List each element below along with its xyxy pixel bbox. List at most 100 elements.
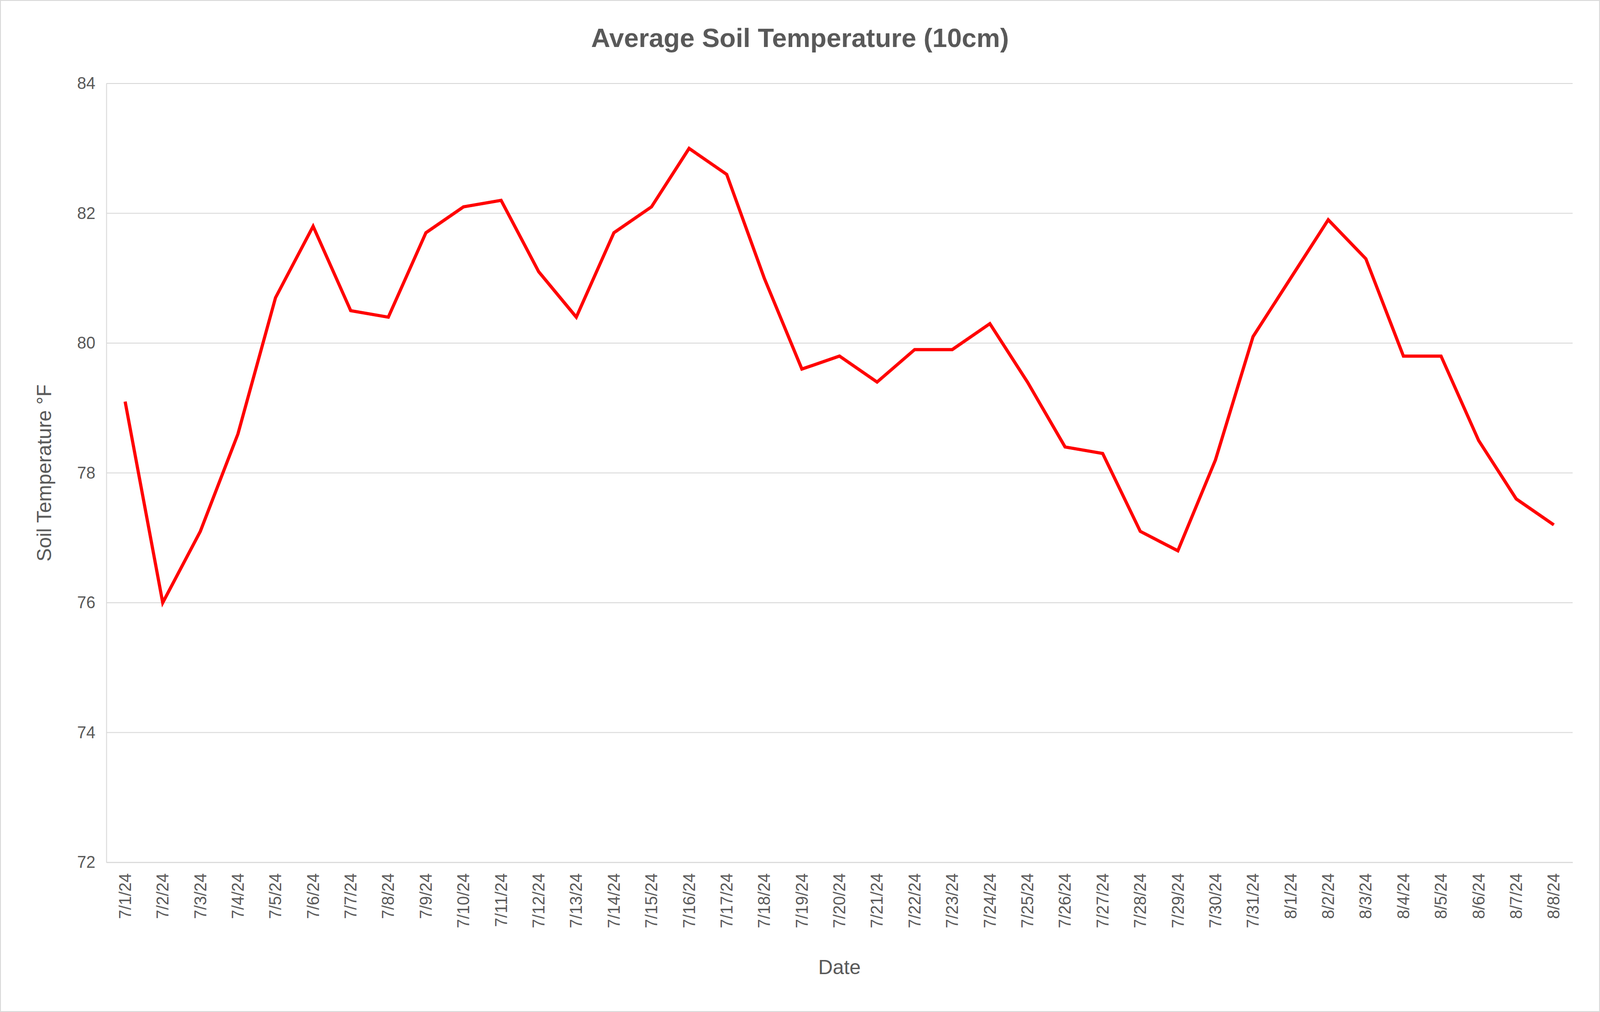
x-tick-label: 7/17/24 bbox=[717, 873, 737, 929]
x-tick-label: 8/8/24 bbox=[1544, 873, 1564, 920]
x-tick-label: 7/27/24 bbox=[1093, 873, 1113, 929]
x-tick: 7/9/24 bbox=[416, 862, 436, 920]
x-axis-line bbox=[106, 862, 1574, 864]
x-tick-label: 7/10/24 bbox=[454, 873, 473, 929]
x-tick-label: 7/12/24 bbox=[529, 873, 549, 929]
grid-line bbox=[106, 602, 1573, 604]
y-axis-title: Soil Temperature °F bbox=[32, 384, 56, 562]
x-tick: 7/27/24 bbox=[1093, 862, 1113, 929]
y-tick: 72 bbox=[77, 852, 107, 872]
x-tick: 7/10/24 bbox=[454, 862, 473, 929]
y-tick: 76 bbox=[77, 593, 107, 612]
x-tick-label: 8/1/24 bbox=[1281, 873, 1301, 920]
y-axis: 72 74 76 78 80 82 84 bbox=[77, 73, 107, 872]
grid-line bbox=[106, 83, 1573, 84]
x-tick: 7/26/24 bbox=[1055, 862, 1075, 929]
x-tick-label: 8/2/24 bbox=[1318, 873, 1338, 920]
y-tick: 82 bbox=[77, 203, 107, 223]
x-tick: 7/18/24 bbox=[754, 862, 774, 929]
x-tick-label: 7/28/24 bbox=[1130, 873, 1150, 929]
x-tick: 7/15/24 bbox=[642, 862, 661, 929]
x-tick: 7/2/24 bbox=[153, 862, 173, 920]
x-tick-label: 7/5/24 bbox=[266, 873, 285, 920]
x-tick-label: 7/3/24 bbox=[191, 873, 210, 920]
y-tick-label: 80 bbox=[77, 333, 96, 353]
x-tick-label: 7/30/24 bbox=[1206, 873, 1225, 929]
x-tick-label: 7/26/24 bbox=[1055, 873, 1075, 929]
x-tick: 7/22/24 bbox=[905, 862, 925, 929]
x-axis: 7/1/24 7/2/24 7/3/24 7/4/24 7/5/24 7/6/24 7/7/… bbox=[106, 862, 1574, 929]
x-tick: 8/2/24 bbox=[1318, 862, 1338, 920]
x-tick: 7/28/24 bbox=[1130, 862, 1150, 929]
x-tick: 7/31/24 bbox=[1243, 862, 1263, 929]
x-tick: 7/13/24 bbox=[566, 862, 586, 929]
x-tick-label: 7/1/24 bbox=[115, 873, 135, 920]
grid bbox=[106, 83, 1573, 863]
x-tick-label: 7/29/24 bbox=[1168, 873, 1188, 929]
x-tick: 8/6/24 bbox=[1469, 862, 1489, 920]
x-tick-label: 7/4/24 bbox=[228, 873, 248, 920]
x-tick-label: 7/23/24 bbox=[942, 873, 962, 929]
x-tick: 8/4/24 bbox=[1394, 862, 1413, 920]
x-tick-label: 7/13/24 bbox=[566, 873, 586, 929]
x-tick-label: 7/21/24 bbox=[867, 873, 887, 929]
x-tick-label: 7/8/24 bbox=[378, 873, 398, 920]
x-tick: 7/30/24 bbox=[1206, 862, 1225, 929]
x-tick-label: 7/15/24 bbox=[642, 873, 661, 929]
x-tick: 7/12/24 bbox=[529, 862, 549, 929]
y-tick: 78 bbox=[77, 463, 107, 483]
x-tick-label: 7/25/24 bbox=[1018, 873, 1037, 929]
x-tick-label: 7/20/24 bbox=[830, 873, 849, 929]
y-tick-label: 84 bbox=[77, 73, 96, 93]
x-tick-label: 7/7/24 bbox=[341, 873, 361, 920]
y-axis-line bbox=[106, 83, 108, 863]
x-tick: 7/16/24 bbox=[679, 862, 699, 929]
x-tick-label: 7/19/24 bbox=[792, 873, 812, 929]
title: Average Soil Temperature (10cm) bbox=[590, 22, 1009, 53]
x-tick-label: 8/5/24 bbox=[1431, 873, 1451, 920]
x-axis-title: Date bbox=[818, 956, 861, 979]
x-tick: 7/29/24 bbox=[1168, 862, 1188, 929]
y-tick-label: 78 bbox=[77, 463, 96, 483]
x-tick-label: 7/18/24 bbox=[754, 873, 774, 929]
grid-line bbox=[106, 213, 1573, 215]
x-tick-label: 8/4/24 bbox=[1394, 873, 1413, 920]
x-tick: 7/23/24 bbox=[942, 862, 962, 929]
y-tick-label: 82 bbox=[77, 203, 96, 223]
x-tick: 7/25/24 bbox=[1018, 862, 1037, 929]
grid-line bbox=[106, 732, 1573, 734]
x-tick-label: 7/2/24 bbox=[153, 873, 173, 920]
x-tick: 7/5/24 bbox=[266, 862, 285, 920]
chart: 727476788082847/1/247/2/247/3/247/4/247/… bbox=[0, 0, 1600, 1012]
x-tick: 8/3/24 bbox=[1356, 862, 1376, 920]
x-tick: 7/17/24 bbox=[717, 862, 737, 929]
y-tick: 74 bbox=[77, 723, 107, 743]
plot-area bbox=[125, 148, 1554, 603]
x-tick: 7/6/24 bbox=[303, 862, 323, 920]
x-tick: 7/21/24 bbox=[867, 862, 887, 929]
x-tick: 7/3/24 bbox=[191, 862, 210, 920]
x-tick-label: 7/24/24 bbox=[980, 873, 1000, 929]
x-tick-label: 7/6/24 bbox=[303, 873, 323, 920]
x-tick: 7/20/24 bbox=[830, 862, 849, 929]
y-tick: 80 bbox=[77, 333, 107, 353]
x-tick-label: 7/9/24 bbox=[416, 873, 436, 920]
x-tick-label: 8/3/24 bbox=[1356, 873, 1376, 920]
x-tick: 8/7/24 bbox=[1506, 862, 1526, 920]
grid-line bbox=[106, 862, 1573, 863]
data-line bbox=[125, 148, 1554, 603]
x-tick: 7/14/24 bbox=[604, 862, 624, 929]
x-tick: 7/4/24 bbox=[228, 862, 248, 920]
chart-border bbox=[0, 0, 1600, 1012]
x-tick-label: 7/16/24 bbox=[679, 873, 699, 929]
x-tick-label: 7/31/24 bbox=[1243, 873, 1263, 929]
x-tick: 7/8/24 bbox=[378, 862, 398, 920]
x-tick-label: 7/22/24 bbox=[905, 873, 925, 929]
y-tick-label: 74 bbox=[77, 723, 96, 743]
x-tick-label: 8/6/24 bbox=[1469, 873, 1489, 920]
grid-line bbox=[106, 472, 1573, 474]
x-tick: 7/19/24 bbox=[792, 862, 812, 929]
x-tick: 8/1/24 bbox=[1281, 862, 1301, 920]
x-tick-label: 7/11/24 bbox=[491, 873, 511, 927]
x-tick-label: 7/14/24 bbox=[604, 873, 624, 929]
